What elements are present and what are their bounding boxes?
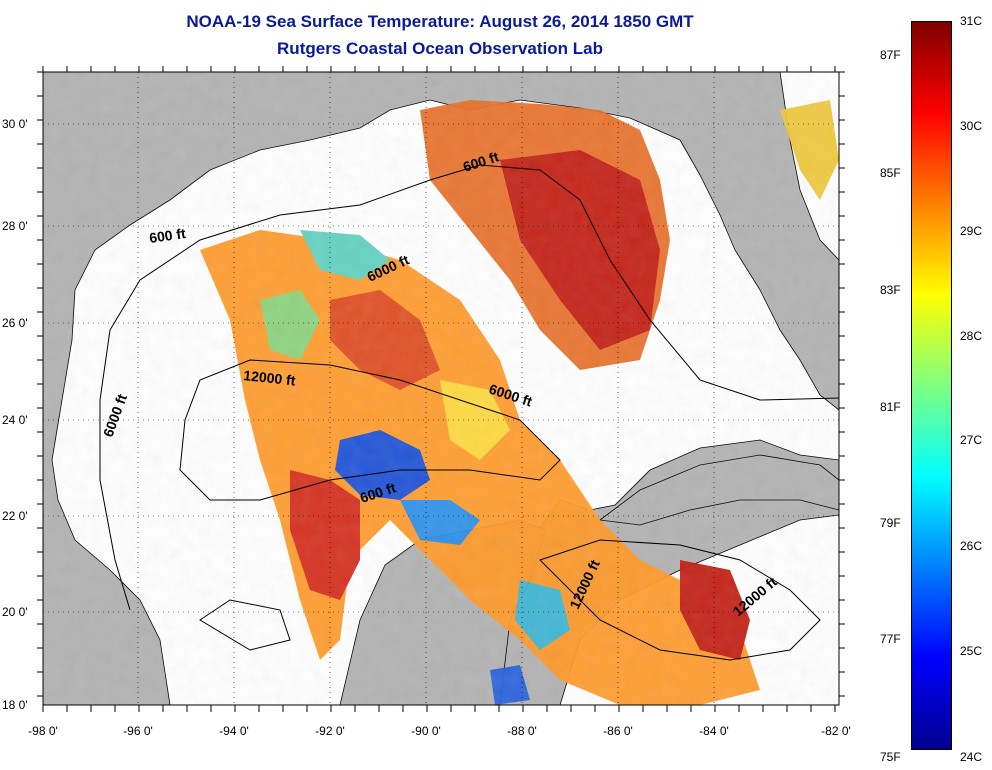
colorbar-fahrenheit-label: 83F [880,283,901,297]
lon-label: -86 0' [603,724,633,738]
colorbar-celsius-label: 24C [960,750,983,764]
colorbar-fahrenheit-label: 77F [880,632,901,646]
lon-label: -82 0' [821,724,851,738]
lat-label: 30 0' [2,117,28,131]
colorbar-celsius-label: 31C [960,14,983,28]
colorbar-celsius-label: 28C [960,329,983,343]
lon-label: -94 0' [219,724,249,738]
colorbar-celsius-label: 25C [960,644,983,658]
contour-label: 12000 ft [243,367,297,388]
lon-label: -96 0' [123,724,153,738]
colorbar-celsius-label: 27C [960,433,983,447]
lat-label: 26 0' [2,316,28,330]
sst-data-swath [43,72,839,705]
latitude-labels: 30 0' 28 0' 26 0' 24 0' 22 0' 20 0' 18 0… [2,117,28,712]
sst-map: 30 0' 28 0' 26 0' 24 0' 22 0' 20 0' 18 0… [2,66,851,738]
lat-label: 28 0' [2,219,28,233]
longitude-labels: -98 0' -96 0' -94 0' -92 0' -90 0' -88 0… [28,724,851,738]
lon-label: -98 0' [28,724,58,738]
map-subtitle: Rutgers Coastal Ocean Observation Lab [277,39,603,58]
lat-label: 22 0' [2,509,28,523]
colorbar-celsius-label: 30C [960,119,983,133]
lat-label: 24 0' [2,413,28,427]
map-title: NOAA-19 Sea Surface Temperature: August … [186,12,694,31]
colorbar-celsius-label: 29C [960,224,983,238]
lat-label: 18 0' [2,698,28,712]
colorbar-fahrenheit-label: 87F [880,48,901,62]
lon-label: -92 0' [315,724,345,738]
colorbar-fahrenheit-label: 85F [880,166,901,180]
colorbar-fahrenheit-label: 81F [880,400,901,414]
grid-lines [43,72,839,705]
lat-label: 20 0' [2,605,28,619]
colorbar-fahrenheit-label: 75F [880,750,901,764]
lon-label: -90 0' [411,724,441,738]
lon-label: -84 0' [699,724,729,738]
contour-label: 600 ft [148,225,187,246]
lon-label: -88 0' [507,724,537,738]
colorbar-fahrenheit-label: 79F [880,516,901,530]
plot-frame [42,71,840,706]
depth-contours [99,164,839,661]
colorbar [911,21,952,750]
colorbar-celsius-label: 26C [960,539,983,553]
